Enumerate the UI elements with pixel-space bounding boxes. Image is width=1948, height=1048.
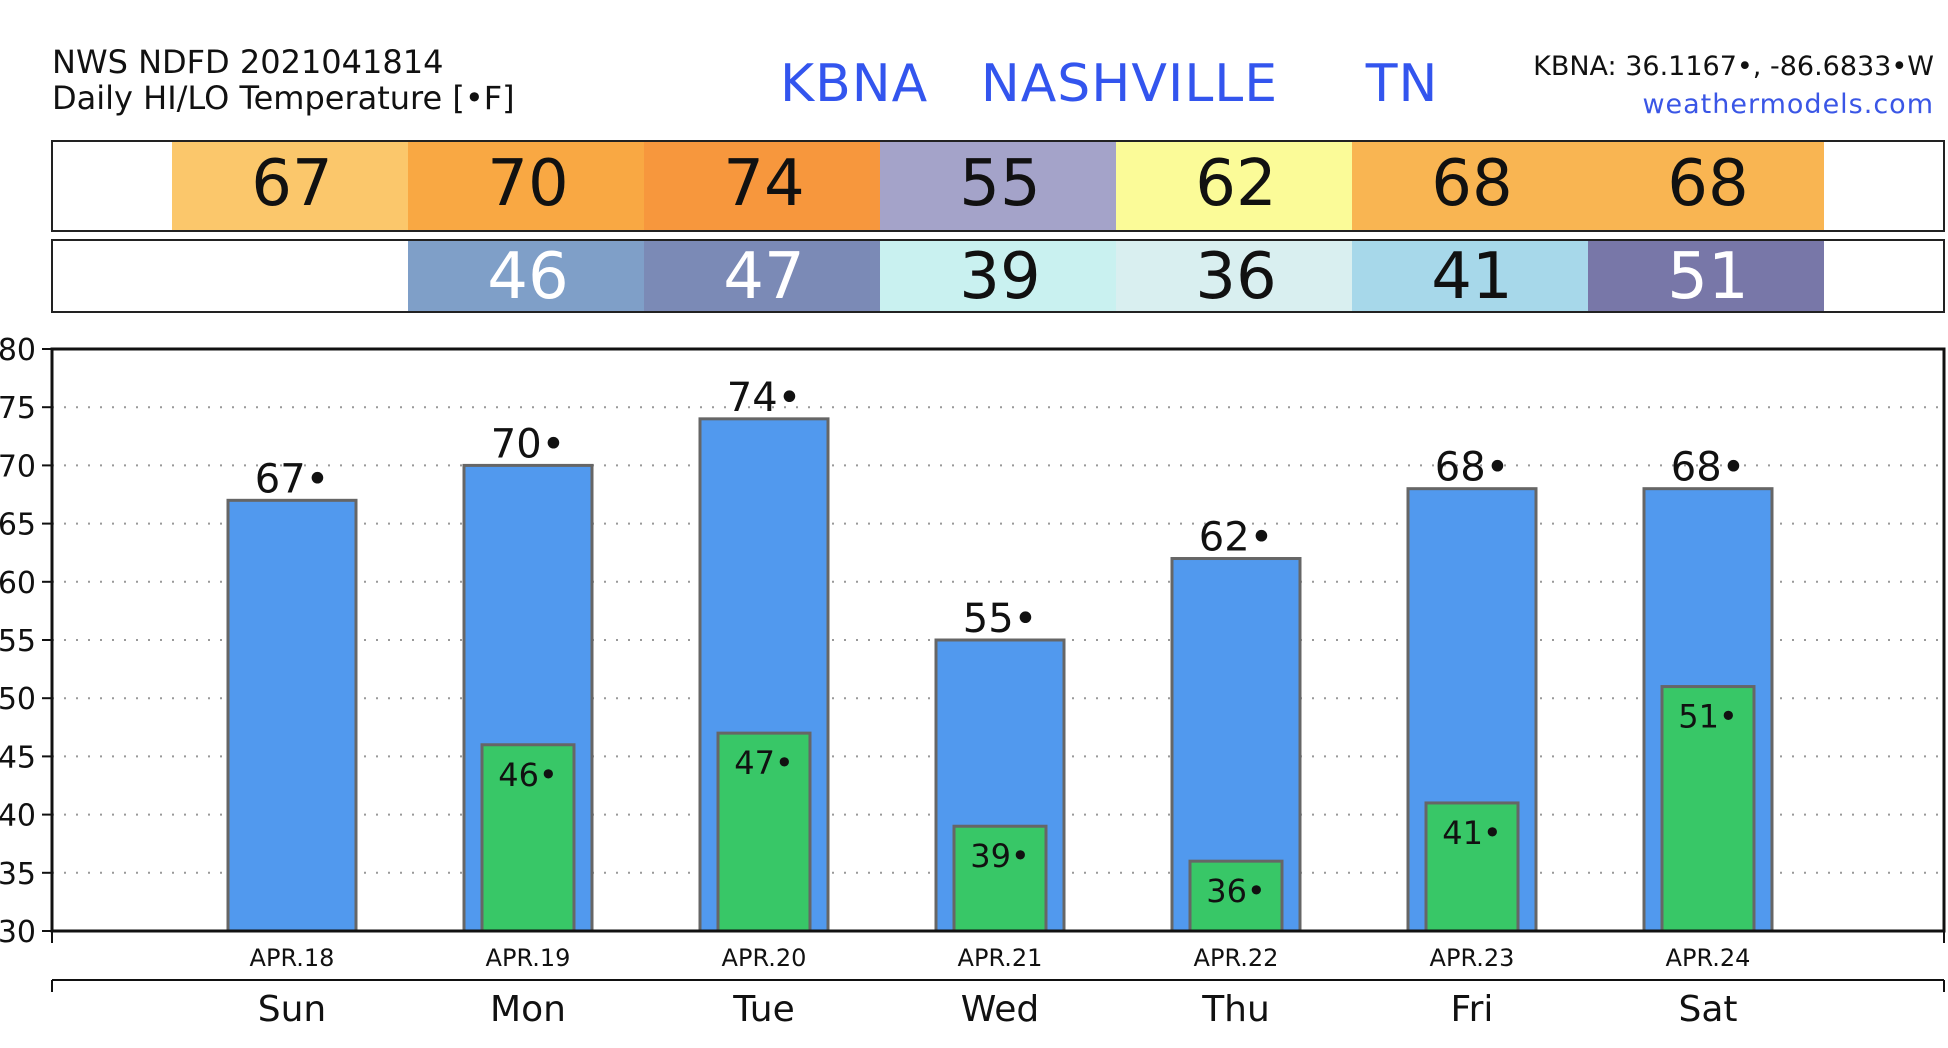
lo-strip-value: 39 <box>959 240 1040 314</box>
hi-bar-label: 55• <box>963 596 1038 642</box>
day-label: Wed <box>961 989 1040 1030</box>
y-tick-label: 50 <box>0 682 36 717</box>
y-tick-label: 30 <box>0 915 36 950</box>
hi-strip-cell <box>1352 142 1588 230</box>
hi-bar <box>226 498 358 933</box>
day-label: Mon <box>490 989 566 1030</box>
hi-strip-cell <box>408 142 644 230</box>
hi-strip-cell <box>172 142 408 230</box>
lo-strip-cell <box>408 241 644 311</box>
lo-strip-border <box>51 239 1945 313</box>
hi-strip-border <box>51 140 1945 232</box>
date-label: APR.24 <box>1666 944 1751 972</box>
y-tick-label: 40 <box>0 799 36 834</box>
lo-strip-value: 46 <box>487 240 568 314</box>
day-label: Sun <box>258 989 326 1030</box>
lo-strip-value: 47 <box>723 240 804 314</box>
hi-strip-value: 68 <box>1431 147 1512 221</box>
lo-bar <box>1660 685 1756 933</box>
lo-bar-label: 39• <box>970 837 1030 875</box>
lo-strip-cell <box>172 241 408 311</box>
chart-header-right: KBNA: 36.1167•, -86.6833•W weathermodels… <box>1533 48 1934 124</box>
chart-subtitle: Daily HI/LO Temperature [•F] <box>52 79 515 117</box>
hi-strip-value: 68 <box>1667 147 1748 221</box>
lo-strip-cell <box>1588 241 1824 311</box>
day-label: Thu <box>1201 989 1270 1030</box>
hi-strip-cell <box>1588 142 1824 230</box>
day-label: Tue <box>732 989 795 1030</box>
source-label: NWS NDFD 2021041814 <box>52 43 444 81</box>
site-link[interactable]: weathermodels.com <box>1642 89 1934 120</box>
date-label: APR.23 <box>1430 944 1515 972</box>
hi-strip-value: 62 <box>1195 147 1276 221</box>
chart-header-left: NWS NDFD 2021041814 Daily HI/LO Temperat… <box>52 44 515 116</box>
y-tick-label: 45 <box>0 740 36 775</box>
lo-strip-value: 36 <box>1195 240 1276 314</box>
hi-bar-label: 70• <box>491 421 566 467</box>
lo-strip-cell <box>1352 241 1588 311</box>
day-label: Fri <box>1451 989 1494 1030</box>
lo-bar <box>1188 859 1284 933</box>
lo-strip-cell <box>1116 241 1352 311</box>
hi-strip-cell <box>880 142 1116 230</box>
lo-bar-label: 46• <box>498 756 558 794</box>
date-label: APR.21 <box>958 944 1043 972</box>
date-label: APR.20 <box>722 944 807 972</box>
lo-strip-value: 41 <box>1431 240 1512 314</box>
y-tick-label: 55 <box>0 624 36 659</box>
lo-bar-label: 51• <box>1678 698 1738 736</box>
y-tick-label: 70 <box>0 449 36 484</box>
lo-bar-label: 41• <box>1442 814 1502 852</box>
hi-strip-cell <box>1116 142 1352 230</box>
coordinates-label: KBNA: 36.1167•, -86.6833•W <box>1533 51 1934 82</box>
lo-bar-label: 36• <box>1206 872 1266 910</box>
station-title: KBNA NASHVILLE TN <box>780 54 1439 114</box>
hi-bar-label: 68• <box>1435 445 1510 491</box>
lo-bar <box>480 743 576 933</box>
hi-strip-value: 67 <box>251 147 332 221</box>
lo-bar <box>1424 801 1520 933</box>
date-label: APR.22 <box>1194 944 1279 972</box>
y-tick-label: 65 <box>0 508 36 543</box>
hi-strip-value: 55 <box>959 147 1040 221</box>
hi-bar-label: 67• <box>255 456 330 502</box>
y-tick-label: 60 <box>0 566 36 601</box>
hi-strip-cell <box>644 142 880 230</box>
y-tick-label: 75 <box>0 391 36 426</box>
lo-strip-cell <box>880 241 1116 311</box>
lo-bar-label: 47• <box>734 744 794 782</box>
hi-bar-label: 68• <box>1671 445 1746 491</box>
y-tick-label: 80 <box>0 333 36 368</box>
hi-bar-label: 74• <box>727 375 802 421</box>
hi-strip-value: 70 <box>487 147 568 221</box>
date-label: APR.19 <box>486 944 571 972</box>
day-label: Sat <box>1678 989 1737 1030</box>
date-label: APR.18 <box>250 944 335 972</box>
hi-bar-label: 62• <box>1199 515 1274 561</box>
lo-strip-value: 51 <box>1667 240 1748 314</box>
y-tick-label: 35 <box>0 857 36 892</box>
lo-strip-cell <box>644 241 880 311</box>
lo-bar <box>716 731 812 933</box>
hi-strip-value: 74 <box>723 147 804 221</box>
